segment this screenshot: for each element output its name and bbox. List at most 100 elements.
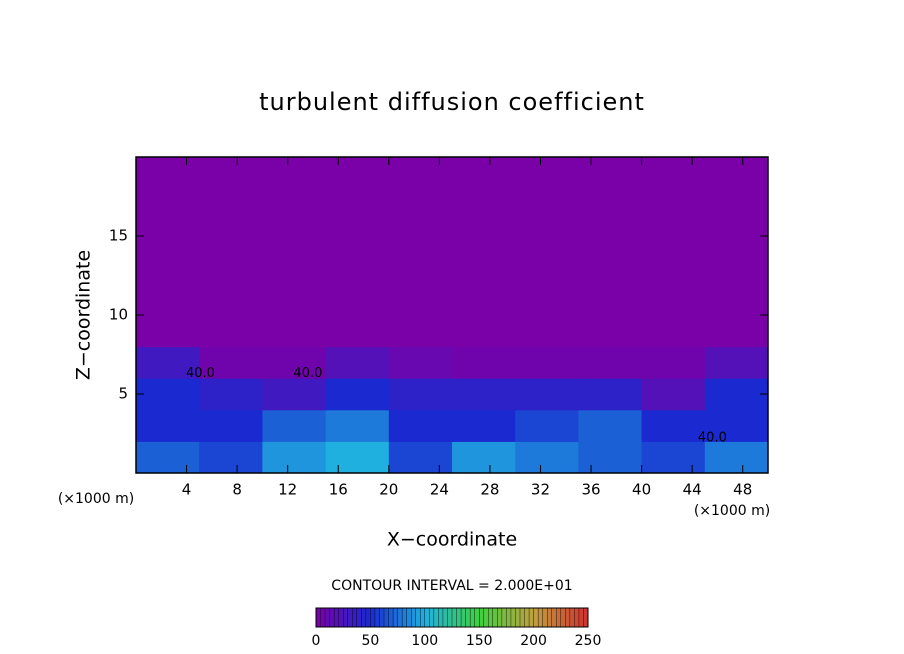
colorbar-tick-label: 250 [575, 633, 602, 649]
field-cell [136, 441, 200, 474]
colorbar-step [501, 607, 507, 628]
field-cell [325, 378, 390, 411]
field-cell [325, 441, 390, 474]
field-cell [452, 441, 516, 474]
colorbar-step [324, 607, 331, 628]
field-cell [515, 409, 579, 442]
field-cell [136, 157, 200, 348]
colorbar-step [420, 607, 426, 628]
colorbar-step [438, 607, 444, 628]
colorbar-step [352, 607, 358, 628]
field-cell [262, 378, 327, 411]
x-tick-label: 16 [329, 481, 348, 499]
colorbar-step [379, 607, 385, 628]
colorbar-step [506, 607, 512, 628]
colorbar-step [397, 607, 403, 628]
field-cell [452, 378, 516, 411]
field-cell [704, 409, 769, 442]
colorbar-step [333, 607, 340, 628]
contour-label: 40.0 [293, 366, 322, 381]
field-cell [452, 409, 516, 442]
field-cell [452, 346, 516, 379]
colorbar-step [411, 607, 417, 628]
colorbar-step [537, 607, 544, 628]
field-cell [199, 409, 263, 442]
contour-label: 40.0 [698, 431, 727, 446]
x-tick-label: 44 [683, 481, 702, 499]
colorbar-step [474, 607, 480, 628]
colorbar-step [524, 607, 530, 628]
colorbar-tick-label: 0 [312, 633, 321, 649]
colorbar-step [488, 607, 494, 628]
colorbar-step [479, 607, 485, 628]
field-cell [388, 157, 453, 348]
colorbar-step [492, 607, 498, 628]
colorbar-step [329, 607, 335, 628]
colorbar-step [392, 607, 399, 628]
colorbar-step [465, 607, 471, 628]
colorbar-step [556, 607, 562, 628]
colorbar-step [460, 607, 467, 628]
field-cell [199, 441, 263, 474]
field-cell [388, 441, 453, 474]
field-cell [388, 346, 453, 379]
colorbar-step [401, 607, 408, 628]
colorbar-step [533, 607, 539, 628]
colorbar-step [551, 607, 557, 628]
colorbar-step [383, 607, 390, 628]
colorbar-step [433, 607, 439, 628]
colorbar-step [515, 607, 521, 628]
field-cell [578, 441, 643, 474]
field-cell [704, 378, 769, 411]
colorbar-step [510, 607, 516, 628]
colorbar-step [497, 607, 503, 628]
colorbar-step [456, 607, 462, 628]
x-tick-label: 12 [278, 481, 297, 499]
colorbar-step [447, 607, 453, 628]
colorbar-step [356, 607, 362, 628]
colorbar-frame [315, 607, 589, 628]
x-tick-label: 36 [581, 481, 600, 499]
colorbar-tick-label: 100 [411, 633, 438, 649]
colorbar-step [569, 607, 575, 628]
colorbar-step [406, 607, 412, 628]
x-tick-label: 24 [430, 481, 449, 499]
field-cell [578, 378, 643, 411]
colorbar-step [574, 607, 580, 628]
x-tick-label: 20 [379, 481, 398, 499]
colorbar-step [320, 607, 326, 628]
field-cell [704, 157, 769, 348]
y-axis-label: Z−coordinate [73, 250, 95, 380]
colorbar-tick-label: 150 [466, 633, 493, 649]
field-cell [515, 346, 579, 379]
colorbar-step [578, 607, 584, 628]
field-cell [136, 409, 200, 442]
field-cell [262, 441, 327, 474]
field-cell [199, 157, 263, 348]
field-cell [515, 441, 579, 474]
field-cell [641, 409, 706, 442]
field-cell [262, 157, 327, 348]
colorbar-step [565, 607, 571, 628]
y-tick-label: 15 [109, 227, 128, 245]
colorbar-step [315, 607, 322, 628]
y-tick-label: 5 [118, 385, 128, 403]
colorbar-step [528, 607, 535, 628]
field-cell [704, 346, 769, 379]
colorbar-step [560, 607, 566, 628]
field-cell [388, 409, 453, 442]
y-unit-label: (×1000 m) [58, 491, 134, 507]
x-tick-label: 32 [531, 481, 550, 499]
y-tick-label: 10 [109, 306, 128, 324]
contour-label: 40.0 [186, 366, 215, 381]
field-cell [388, 378, 453, 411]
colorbar-step [547, 607, 553, 628]
field-cell [199, 346, 263, 379]
colorbar-step [347, 607, 353, 628]
colorbar-tick-label: 200 [520, 633, 547, 649]
colorbar-step [442, 607, 448, 628]
field-cell [641, 346, 706, 379]
field-cell [641, 378, 706, 411]
x-tick-label: 4 [182, 481, 192, 499]
